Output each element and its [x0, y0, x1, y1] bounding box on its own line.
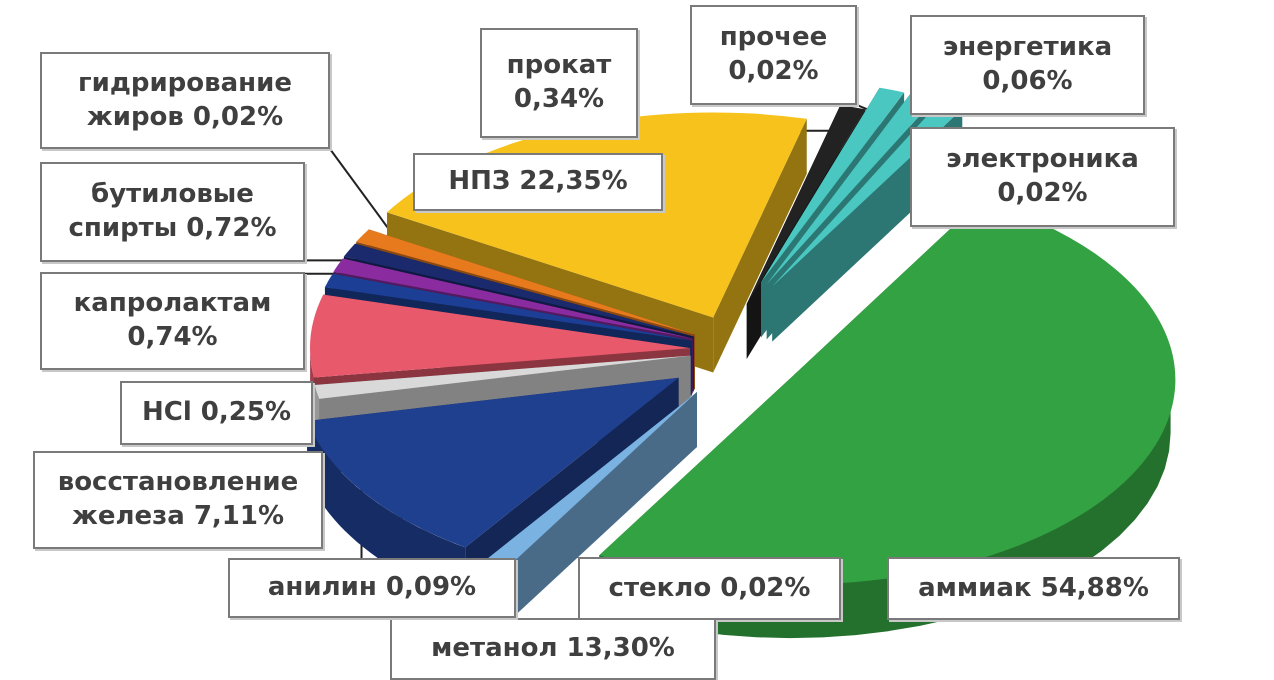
slice-label: метанол 13,30%: [390, 618, 716, 680]
slice-label-line: восстановление: [57, 467, 299, 498]
slice-cut-face: [483, 391, 697, 617]
slice-side-wall: [307, 421, 466, 603]
slice-top-2: [483, 391, 697, 570]
slice-label-line: 0,34%: [513, 84, 605, 114]
slice-label-line: электроника: [946, 144, 1139, 175]
slice-top-12: [761, 87, 905, 283]
slice-top-4: [314, 355, 691, 399]
slice-top-5: [310, 294, 691, 378]
slice-label: НПЗ 22,35%: [413, 153, 663, 211]
slice-label-line: стекло 0,02%: [608, 572, 811, 603]
slice-label: HCl 0,25%: [120, 381, 313, 445]
slice-top-13: [766, 94, 934, 285]
slice-label: прочее 0,02%: [690, 5, 857, 105]
slice-label: бутиловые спирты 0,72%: [40, 162, 305, 262]
slice-top-3: [307, 377, 679, 548]
slice-label-line: жиров 0,02%: [86, 101, 284, 132]
slice-label-line: 0,06%: [982, 66, 1073, 96]
slice-label-line: анилин 0,09%: [267, 572, 477, 603]
slice-label: капролактам 0,74%: [40, 272, 305, 370]
slice-label: электроника 0,02%: [910, 127, 1175, 227]
slice-label-line: прочее: [719, 22, 828, 53]
slice-label: стекло 0,02%: [578, 557, 841, 620]
slice-label-line: HCl 0,25%: [141, 397, 291, 428]
slice-label-line: 0,02%: [997, 178, 1088, 208]
slice-label-line: спирты 0,72%: [68, 213, 277, 243]
slice-top-9: [356, 229, 695, 335]
slice-cut-face: [713, 118, 807, 373]
slice-label: аммиак 54,88%: [887, 557, 1180, 620]
slice-label-line: 0,74%: [127, 322, 218, 352]
slice-label-line: НПЗ 22,35%: [448, 166, 628, 197]
slice-label-line: 0,02%: [728, 56, 819, 86]
slice-top-8: [343, 243, 694, 337]
slice-label-line: гидрирование: [78, 67, 292, 98]
slice-label: анилин 0,09%: [228, 558, 516, 618]
slice-label-line: бутиловые: [91, 179, 254, 210]
slice-top-11: [746, 105, 866, 304]
slice-label: гидрирование жиров 0,02%: [40, 52, 330, 149]
slice-label: энергетика 0,06%: [910, 15, 1145, 115]
slice-label-line: железа 7,11%: [71, 501, 285, 531]
slice-label: прокат 0,34%: [480, 28, 638, 138]
slice-label-line: метанол 13,30%: [431, 633, 675, 664]
slice-top-7: [333, 258, 693, 339]
slice-label-line: аммиак 54,88%: [918, 572, 1149, 603]
slice-label-line: капролактам: [73, 288, 272, 319]
slice-label-line: энергетика: [942, 32, 1113, 63]
slice-label: восстановление железа 7,11%: [33, 451, 323, 549]
slice-top-1: [599, 200, 1176, 585]
slice-label-line: прокат: [506, 50, 612, 81]
slice-top-6: [324, 273, 692, 341]
